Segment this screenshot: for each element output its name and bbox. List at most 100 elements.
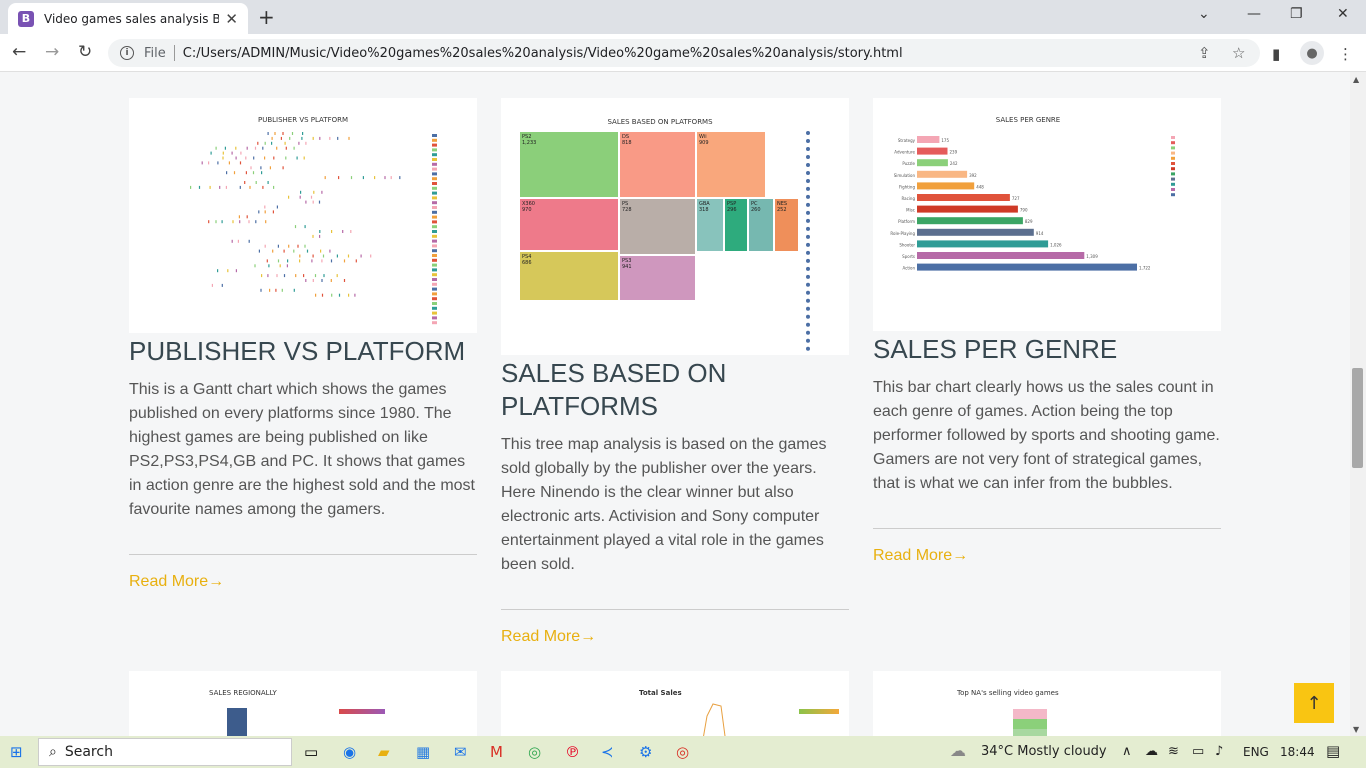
gantt-mark bbox=[330, 279, 332, 282]
gantt-mark bbox=[293, 146, 295, 150]
wifi-icon[interactable]: ≋ bbox=[1168, 744, 1179, 759]
store-icon[interactable]: ▦ bbox=[416, 743, 431, 761]
gantt-mark bbox=[318, 200, 321, 204]
scroll-up-icon[interactable]: ▲ bbox=[1353, 75, 1360, 84]
gantt-mark bbox=[245, 156, 247, 160]
card-sales-per-genre: SALES PER GENRE Strategy 175 Adventure 239 P… bbox=[873, 98, 1221, 565]
tab-search-chevron-icon[interactable]: ⌄ bbox=[1198, 6, 1210, 22]
read-more-link[interactable]: Read More→ bbox=[501, 628, 597, 645]
gantt-mark bbox=[252, 171, 255, 175]
taskbar-search[interactable]: ⌕ Search bbox=[38, 738, 292, 766]
scrollbar-thumb[interactable] bbox=[1352, 368, 1363, 468]
menu-icon[interactable]: ⋮ bbox=[1338, 45, 1353, 63]
settings-gear-icon[interactable]: ⚙ bbox=[639, 743, 653, 761]
legend-swatch bbox=[432, 278, 437, 281]
gantt-mark bbox=[343, 259, 346, 263]
close-tab-icon[interactable]: ✕ bbox=[225, 9, 238, 28]
volume-icon[interactable]: ♪ bbox=[1215, 744, 1224, 759]
gantt-mark bbox=[350, 176, 353, 180]
battery-icon[interactable]: ▭ bbox=[1192, 744, 1205, 759]
edge-icon[interactable]: ◉ bbox=[343, 743, 357, 761]
read-more-link[interactable]: Read More→ bbox=[873, 547, 969, 564]
read-more-link[interactable]: Read More→ bbox=[129, 573, 225, 590]
browser-tab[interactable]: B Video games sales analysis Bootstrap ✕ bbox=[8, 3, 248, 34]
tile-label: PS3 bbox=[622, 258, 632, 264]
profile-avatar[interactable]: ● bbox=[1300, 41, 1324, 65]
gantt-mark bbox=[232, 220, 234, 224]
legend-swatch bbox=[432, 220, 437, 224]
treemap-tile: X360 970 bbox=[519, 198, 619, 251]
legend-swatch bbox=[432, 258, 437, 262]
legend-swatch bbox=[432, 162, 437, 166]
gantt-mark bbox=[269, 288, 271, 292]
legend-swatch bbox=[1171, 193, 1175, 197]
gantt-mark bbox=[319, 136, 321, 140]
gantt-mark bbox=[348, 136, 350, 140]
treemap-tile: PS2 1,233 bbox=[519, 131, 619, 198]
notifications-icon[interactable]: ▤ bbox=[1326, 742, 1341, 760]
mail-icon[interactable]: ✉ bbox=[454, 743, 467, 761]
gantt-mark bbox=[255, 220, 257, 224]
bookmark-star-icon[interactable]: ☆ bbox=[1232, 44, 1246, 62]
legend-swatch bbox=[432, 186, 437, 190]
pinterest-icon[interactable]: ℗ bbox=[565, 743, 580, 761]
gantt-mark bbox=[296, 156, 298, 160]
windows-start-icon[interactable]: ⊞ bbox=[10, 743, 23, 761]
close-window-icon[interactable]: ✕ bbox=[1337, 6, 1349, 22]
gantt-mark bbox=[338, 176, 340, 180]
genre-label: Fighting bbox=[899, 184, 915, 189]
bar bbox=[1013, 709, 1047, 719]
chrome-active-icon[interactable]: ◎ bbox=[676, 743, 690, 761]
weather-text[interactable]: 34°C Mostly cloudy bbox=[981, 744, 1107, 759]
sales-based-on-platforms-thumbnail: SALES BASED ON PLATFORMS PS2 1,233 DS 818 X3… bbox=[501, 98, 849, 355]
scroll-down-icon[interactable]: ▼ bbox=[1353, 725, 1360, 734]
clock[interactable]: 18:44 bbox=[1280, 745, 1315, 759]
forward-icon[interactable]: → bbox=[45, 42, 60, 62]
scroll-to-top-button[interactable]: ↑ bbox=[1294, 683, 1334, 723]
gantt-mark bbox=[384, 176, 386, 180]
language-indicator[interactable]: ENG bbox=[1243, 745, 1269, 759]
legend-swatch bbox=[432, 244, 437, 248]
new-tab-icon[interactable]: + bbox=[258, 5, 275, 29]
tile-label: PC bbox=[751, 201, 758, 207]
cloud-icon[interactable]: ☁ bbox=[1145, 744, 1158, 759]
gantt-mark bbox=[277, 259, 280, 263]
genre-value-label: 790 bbox=[1020, 208, 1028, 213]
restore-icon[interactable]: ❐ bbox=[1290, 6, 1303, 22]
back-icon[interactable]: ← bbox=[12, 42, 27, 62]
file-explorer-icon[interactable]: ▰ bbox=[378, 743, 390, 761]
gantt-mark bbox=[264, 205, 266, 209]
gantt-mark bbox=[273, 185, 275, 189]
gantt-mark bbox=[321, 279, 323, 282]
url-text[interactable]: C:/Users/ADMIN/Music/Video%20games%20sal… bbox=[182, 45, 903, 61]
treemap-tile: PS4 686 bbox=[519, 251, 619, 301]
gantt-mark bbox=[354, 293, 356, 297]
minimize-icon[interactable]: — bbox=[1247, 6, 1261, 22]
gantt-mark bbox=[337, 136, 339, 140]
reload-icon[interactable]: ↻ bbox=[78, 42, 93, 62]
tile-value: 252 bbox=[777, 207, 787, 213]
chrome-icon[interactable]: ◎ bbox=[528, 743, 542, 761]
genre-label: Strategy bbox=[898, 138, 916, 143]
file-label: File bbox=[144, 45, 166, 61]
share-icon[interactable]: ⇪ bbox=[1198, 44, 1211, 62]
gantt-mark bbox=[313, 190, 315, 194]
gantt-mark bbox=[264, 210, 266, 214]
side-panel-icon[interactable]: ▮ bbox=[1272, 45, 1281, 63]
task-view-icon[interactable]: ▭ bbox=[304, 743, 319, 761]
vscode-icon[interactable]: ≺ bbox=[601, 743, 614, 761]
tile-value: 318 bbox=[699, 207, 709, 213]
gantt-mark bbox=[190, 185, 192, 189]
gantt-mark bbox=[297, 244, 299, 248]
gmail-icon[interactable]: M bbox=[490, 743, 503, 761]
gantt-mark bbox=[312, 279, 314, 282]
address-bar[interactable]: i File C:/Users/ADMIN/Music/Video%20game… bbox=[108, 39, 1260, 67]
genre-bar-chart: Strategy 175 Adventure 239 Puzzle 242 Simulati… bbox=[890, 136, 1175, 271]
tray-chevron-icon[interactable]: ∧ bbox=[1122, 744, 1132, 759]
gantt-mark bbox=[342, 230, 344, 233]
info-icon[interactable]: i bbox=[120, 46, 134, 60]
genre-value-label: 448 bbox=[976, 184, 984, 189]
publisher-vs-platform-thumbnail: PUBLISHER VS PLATFORM bbox=[129, 98, 477, 333]
genre-value-label: 175 bbox=[941, 138, 949, 143]
tile-label: PS bbox=[622, 201, 629, 207]
